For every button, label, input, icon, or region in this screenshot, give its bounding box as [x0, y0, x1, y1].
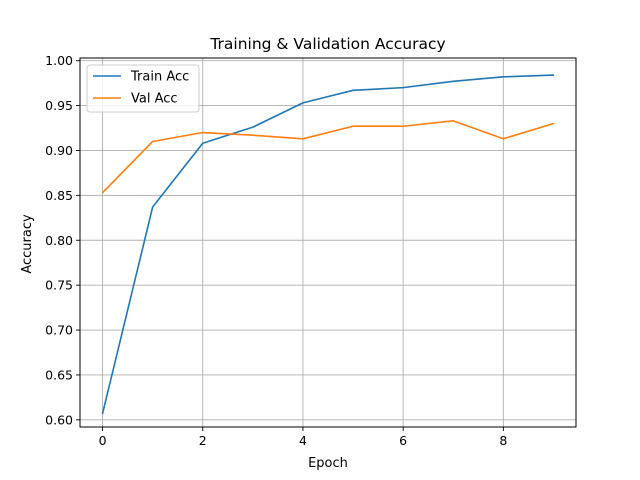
ticks-layer: 0 2 4 6 8 0.60 0.65 0.70 0.75 0.80 0.85 0.90 0.95 1.0…	[45, 53, 507, 448]
legend-label-val-acc: Val Acc	[131, 92, 178, 107]
y-tick-label: 0.60	[45, 412, 73, 427]
plot-frame	[79, 57, 577, 428]
x-axis-label: Epoch	[308, 456, 348, 471]
y-tick-label: 0.80	[45, 233, 73, 248]
y-tick-label: 0.95	[45, 98, 73, 113]
y-tick-label: 0.65	[45, 367, 73, 382]
legend-label-train-acc: Train Acc	[130, 70, 189, 85]
y-tick-label: 0.90	[45, 143, 73, 158]
series-line-train-acc	[101, 74, 555, 415]
x-tick-label: 6	[399, 433, 407, 448]
y-axis-label: Accuracy	[20, 214, 35, 274]
y-tick-label: 0.70	[45, 323, 73, 338]
y-tick-label: 0.75	[45, 278, 73, 293]
x-tick-label: 2	[199, 433, 207, 448]
series-line-val-acc	[101, 120, 555, 194]
grid-layer	[80, 58, 576, 427]
x-tick-label: 4	[299, 433, 307, 448]
y-tick-label: 1.00	[45, 53, 73, 68]
chart-title: Training & Validation Accuracy	[209, 35, 445, 53]
series-layer	[101, 74, 555, 415]
x-tick-label: 8	[499, 433, 507, 448]
y-tick-label: 0.85	[45, 188, 73, 203]
legend: Train Acc Val Acc	[86, 64, 200, 113]
x-tick-label: 0	[99, 433, 107, 448]
